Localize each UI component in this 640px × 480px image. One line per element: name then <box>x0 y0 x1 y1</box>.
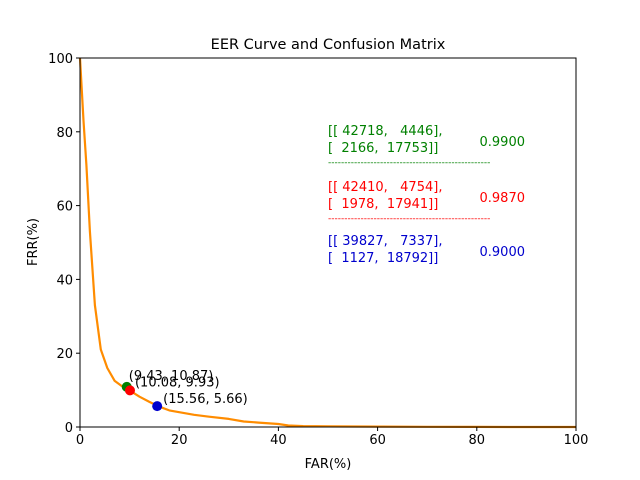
y-tick-label-4: 80 <box>56 126 73 141</box>
x-tick-label-1: 20 <box>171 433 188 448</box>
x-tick-label-4: 80 <box>469 433 486 448</box>
accuracy-value-2: 0.9000 <box>480 245 526 260</box>
y-tick-label-3: 60 <box>56 200 73 215</box>
eer-point-1 <box>124 385 135 396</box>
confusion-matrix-2-row-2: [ 1127, 18792]] <box>328 251 438 266</box>
separator-line-0: ----------------------------------------… <box>328 158 490 168</box>
y-tick-label-2: 40 <box>56 273 73 288</box>
eer-point-label-1: (10.08, 9.93) <box>135 375 220 390</box>
eer-curve-line <box>78 57 576 429</box>
accuracy-value-1: 0.9870 <box>480 191 526 206</box>
x-tick-label-2: 40 <box>270 433 287 448</box>
x-tick-label-0: 0 <box>76 433 84 448</box>
x-tick-label-5: 100 <box>564 433 589 448</box>
x-axis-label: FAR(%) <box>305 457 352 472</box>
y-axis-label: FRR(%) <box>26 218 41 266</box>
accuracy-value-0: 0.9900 <box>480 135 526 150</box>
confusion-matrix-0-row-2: [ 2166, 17753]] <box>328 141 438 156</box>
plot-area: (9.43, 10.87)(10.08, 9.93) (15.56, 5.66) 0… <box>48 52 588 448</box>
eer-point-2 <box>152 401 163 412</box>
confusion-matrix-2-row-1: [[ 39827, 7337], <box>328 234 442 249</box>
eer-point-label-2: (15.56, 5.66) <box>163 392 248 407</box>
confusion-matrix-1-row-1: [[ 42410, 4754], <box>328 180 442 195</box>
y-tick-label-1: 20 <box>56 347 73 362</box>
confusion-matrix-1-row-2: [ 1978, 17941]] <box>328 197 438 212</box>
eer-point-label-0: (9.43, 10.87) <box>129 369 214 384</box>
chart-title: EER Curve and Confusion Matrix <box>211 37 446 53</box>
y-tick-label-5: 100 <box>48 52 73 67</box>
separator-line-1: ----------------------------------------… <box>328 214 490 224</box>
confusion-matrix-0-row-1: [[ 42718, 4446], <box>328 124 442 139</box>
axes-frame <box>79 57 577 428</box>
y-tick-label-0: 0 <box>65 421 73 436</box>
x-tick-label-3: 60 <box>369 433 386 448</box>
